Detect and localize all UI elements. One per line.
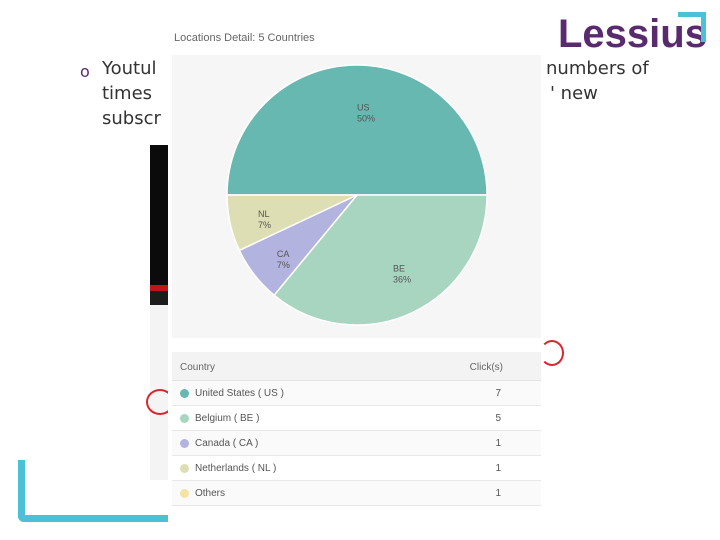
slide-text-right-1: numbers of [546, 58, 649, 79]
clicks-cell: 5 [495, 413, 501, 424]
logo-bracket-icon [678, 12, 706, 42]
table-row[interactable]: United States ( US ) 7 [172, 381, 541, 406]
country-cell: Belgium ( BE ) [195, 413, 260, 424]
table-header: Country Click(s) [172, 352, 541, 381]
country-cell: Netherlands ( NL ) [195, 463, 277, 474]
table-body: United States ( US ) 7 Belgium ( BE ) 5 Cana… [172, 381, 541, 506]
pie-pct-us: 50% [357, 114, 375, 124]
pie-label-be: BE [393, 263, 405, 273]
pie-label-ca: CA [277, 249, 290, 259]
legend-dot-icon [180, 489, 189, 498]
country-cell: Others [195, 488, 226, 499]
table-row[interactable]: Others 1 [172, 481, 541, 506]
annotation-circle-right [540, 340, 564, 366]
pie-pct-be: 36% [393, 274, 411, 284]
slide-text-right-2: ' new [550, 83, 598, 104]
pie-slice-nl[interactable] [226, 194, 358, 252]
country-cell: Canada ( CA ) [195, 438, 259, 449]
legend-dot-icon [180, 439, 189, 448]
slide-text-line-3: subscr [102, 108, 161, 129]
pie-slice-be[interactable] [273, 194, 488, 326]
lessius-logo: Lessius [558, 12, 707, 56]
corner-bracket-icon [18, 460, 168, 522]
table-row[interactable]: Canada ( CA ) 1 [172, 431, 541, 456]
clicks-cell: 1 [495, 463, 501, 474]
table-row[interactable]: Belgium ( BE ) 5 [172, 406, 541, 431]
slide-text-line-1: Youtul [102, 58, 157, 79]
pie-slice-us[interactable] [226, 64, 488, 196]
clicks-cell: 1 [495, 438, 501, 449]
panel-title: Locations Detail: 5 Countries [174, 32, 315, 44]
column-header-country: Country [180, 362, 216, 373]
country-cell: United States ( US ) [195, 388, 284, 399]
annotation-circle-left [146, 389, 174, 415]
pie-pct-nl: 7% [258, 220, 271, 230]
slide-text-line-2: times [102, 83, 153, 104]
bullet-marker: o [80, 62, 90, 81]
legend-dot-icon [180, 389, 189, 398]
clicks-cell: 1 [495, 488, 501, 499]
pie-label-us: US [357, 103, 370, 113]
locations-table: Country Click(s) United States ( US ) 7 Be… [172, 352, 541, 506]
table-row[interactable]: Netherlands ( NL ) 1 [172, 456, 541, 481]
clicks-cell: 7 [495, 388, 501, 399]
progress-bar [150, 285, 174, 291]
pie-label-nl: NL [258, 209, 270, 219]
pie-pct-ca: 7% [277, 260, 290, 270]
legend-dot-icon [180, 414, 189, 423]
legend-dot-icon [180, 464, 189, 473]
column-header-clicks[interactable]: Click(s) [469, 362, 503, 373]
